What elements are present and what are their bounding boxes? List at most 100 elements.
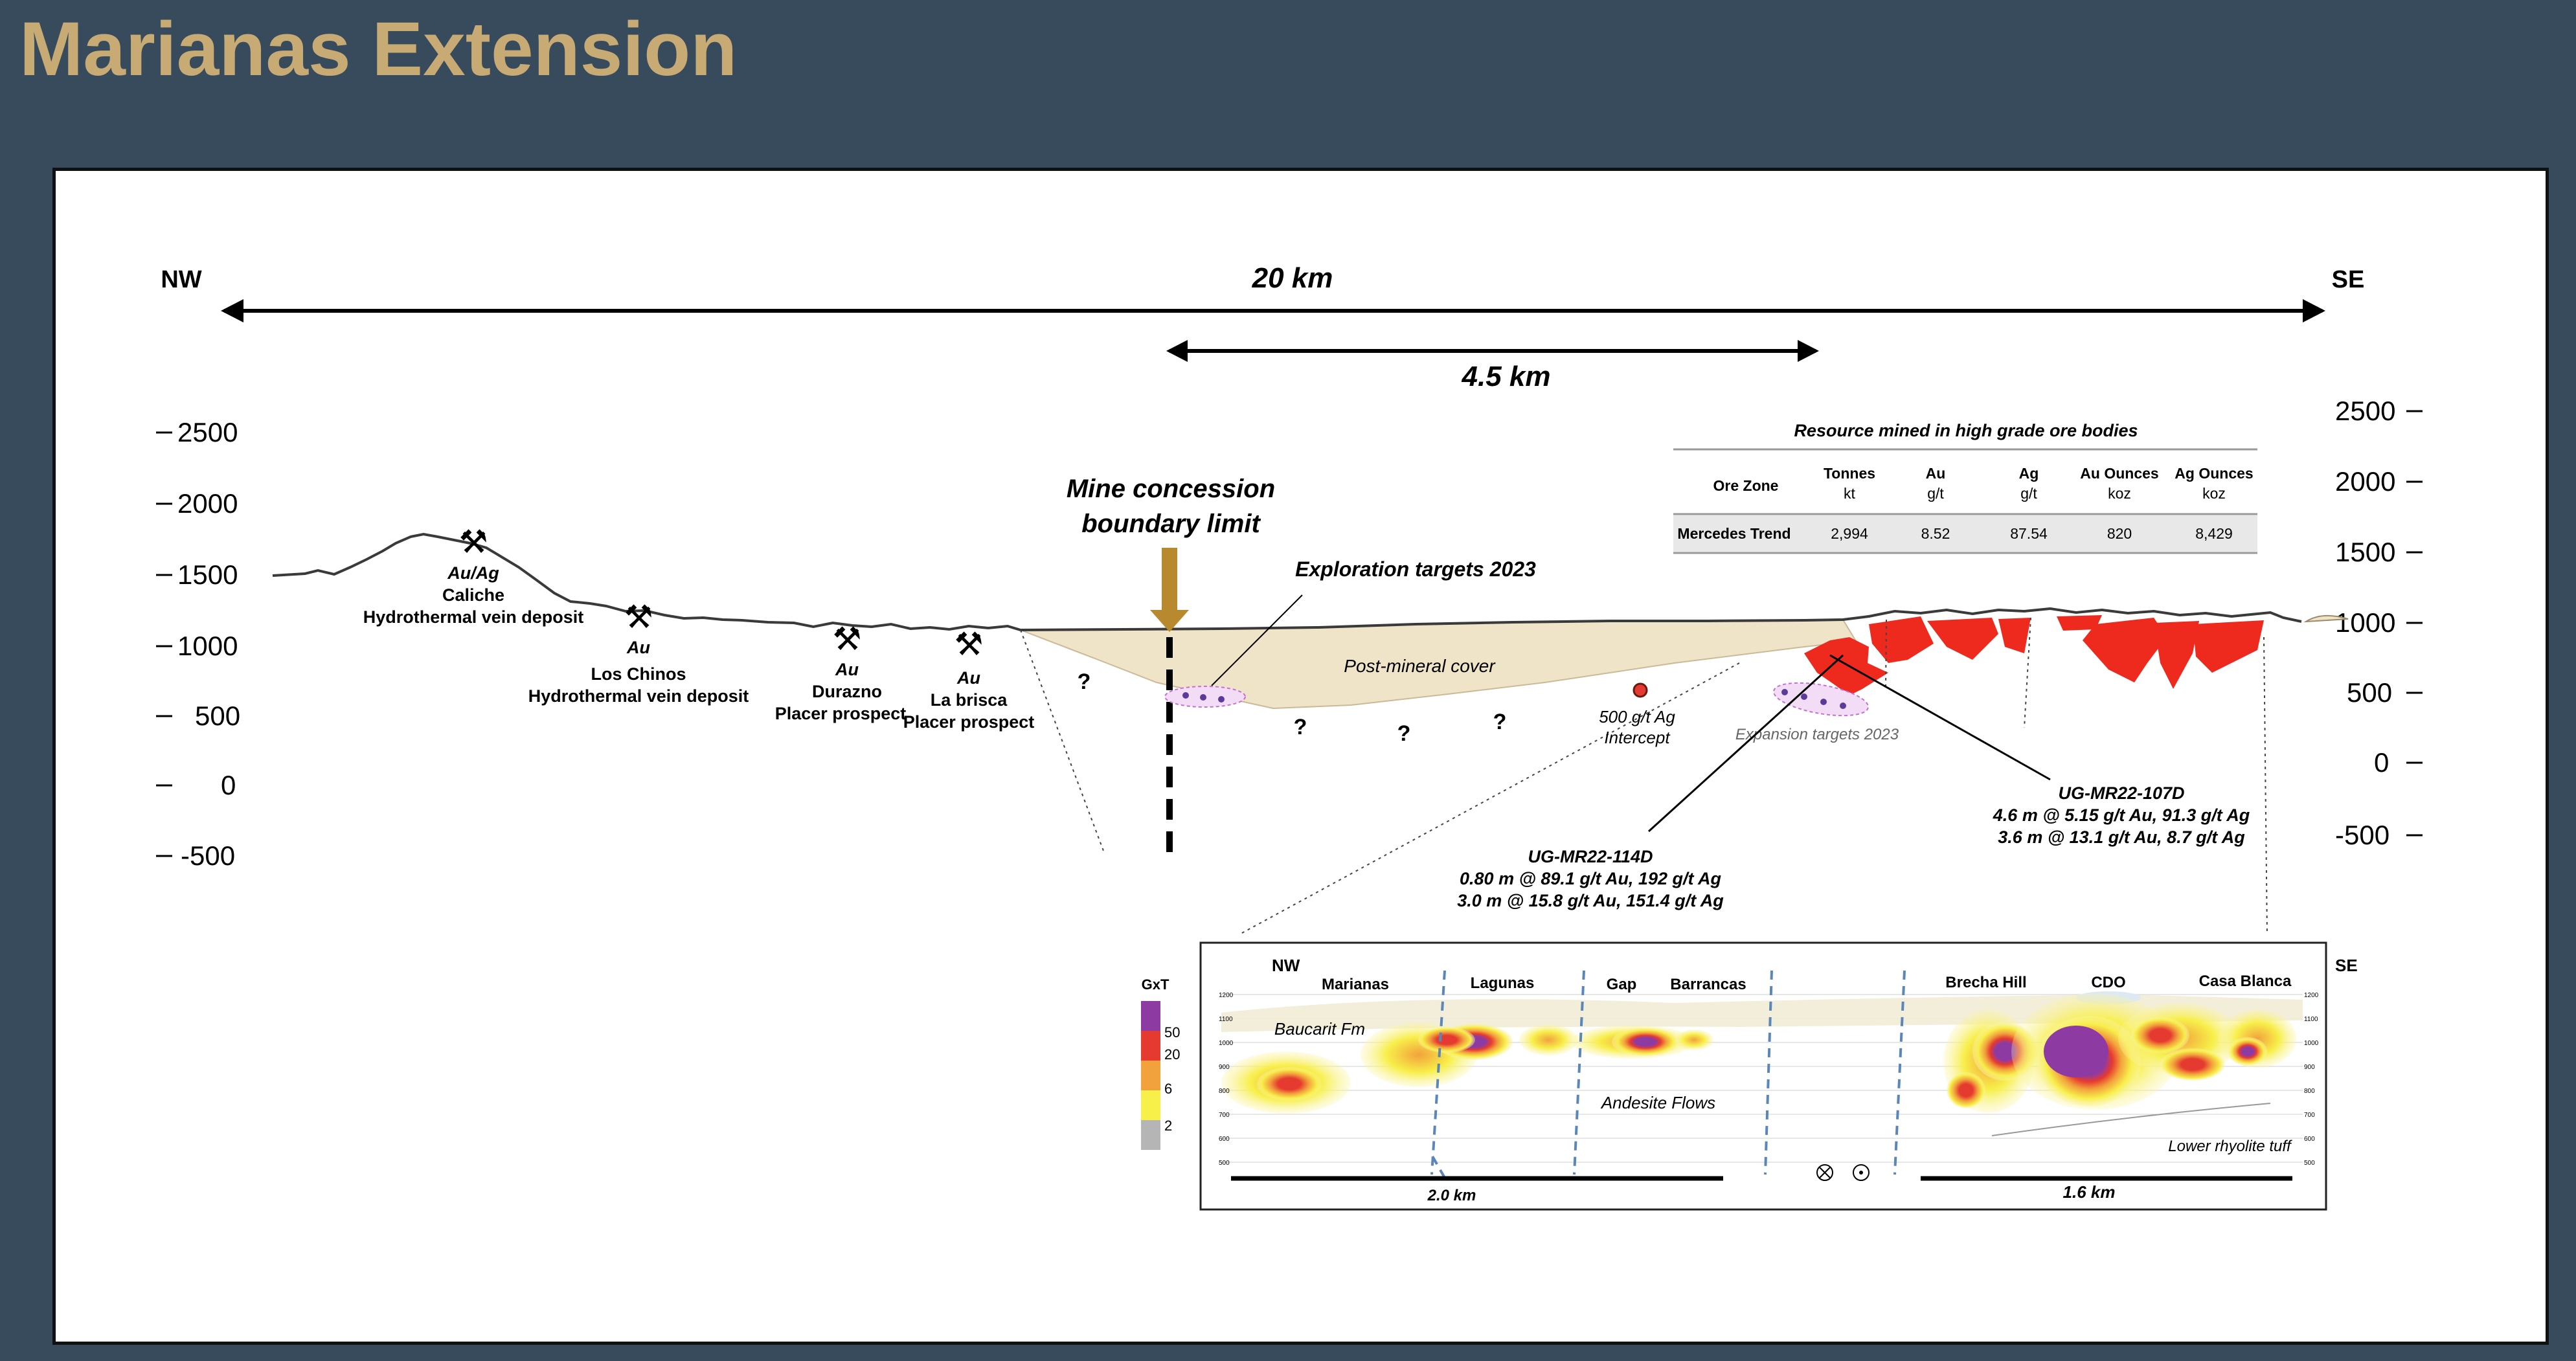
svg-text:Placer prospect: Placer prospect: [775, 704, 907, 723]
elevation-axis-right: 2500 2000 1500 1000 500 0 -500: [2335, 396, 2423, 850]
svg-text:Caliche: Caliche: [442, 585, 504, 605]
inset-elev-ticks-right: 1200 1100 1000 900 800 700 600 500: [2304, 992, 2319, 1167]
elev-left-tick: 2000: [156, 488, 238, 519]
svg-text:3.6 m @ 13.1 g/t Au, 8.7 g/t A: 3.6 m @ 13.1 g/t Au, 8.7 g/t Ag: [1998, 827, 2245, 847]
svg-text:1100: 1100: [2304, 1016, 2318, 1023]
svg-text:1500: 1500: [2335, 537, 2395, 567]
svg-text:Au/Ag: Au/Ag: [447, 563, 499, 583]
svg-text:Au: Au: [626, 638, 650, 657]
surface-sliver: [2303, 614, 2349, 623]
resource-table-caption: Resource mined in high grade ore bodies: [1794, 421, 2138, 440]
svg-text:Au: Au: [1926, 465, 1946, 482]
elev-right-tick: 2000: [2335, 466, 2423, 497]
andesite-label: Andesite Flows: [1600, 1093, 1715, 1112]
ore-body: [1869, 616, 1934, 663]
inset-zone-label: Casa Blanca: [2199, 973, 2292, 990]
grade-contours: [1221, 993, 2296, 1114]
intercept-label-line2: Intercept: [1604, 728, 1671, 747]
svg-text:-500: -500: [2335, 820, 2390, 850]
svg-text:2500: 2500: [177, 417, 238, 447]
ore-body: [2154, 621, 2199, 689]
elev-right-tick: -500: [2335, 820, 2423, 850]
svg-text:kt: kt: [1844, 485, 1856, 502]
prospect-la-brisca: ⚒ Au La brisca Placer prospect: [903, 626, 1035, 732]
nw-label: NW: [161, 266, 201, 293]
exploration-target-ellipse: [1164, 686, 1246, 708]
svg-text:2,994: 2,994: [1831, 525, 1868, 542]
hammer-pick-icon: ⚒: [955, 626, 984, 662]
fault-movement-out-icon: [1853, 1164, 1870, 1181]
svg-text:2000: 2000: [177, 488, 238, 519]
baucarit-label: Baucarit Fm: [1274, 1019, 1365, 1039]
legend-label: 6: [1164, 1081, 1172, 1097]
elev-left-tick: -500: [156, 840, 235, 871]
svg-text:Ag Ounces: Ag Ounces: [2175, 465, 2253, 482]
exploration-targets-label: Exploration targets 2023: [1295, 557, 1536, 581]
question-mark: ?: [1294, 715, 1307, 739]
svg-text:1000: 1000: [2335, 607, 2395, 638]
svg-text:700: 700: [2304, 1112, 2315, 1119]
expansion-targets-label: Expansion targets 2023: [1735, 726, 1899, 743]
intercept-marker: [1633, 682, 1648, 698]
fault-movement-into-icon: [1816, 1164, 1833, 1181]
scale-20km-label: 20 km: [1252, 262, 1333, 294]
svg-text:Hydrothermal vein deposit: Hydrothermal vein deposit: [363, 607, 584, 627]
hammer-pick-icon: ⚒: [459, 524, 488, 560]
expansion-target-ellipse: [1773, 682, 1869, 717]
resource-table: Resource mined in high grade ore bodies …: [1673, 421, 2257, 554]
svg-text:UG-MR22-114D: UG-MR22-114D: [1528, 847, 1653, 866]
drillhole-107d: UG-MR22-107D 4.6 m @ 5.15 g/t Au, 91.3 g…: [1993, 783, 2250, 847]
svg-text:Los Chinos: Los Chinos: [591, 664, 686, 684]
svg-text:Tonnes: Tonnes: [1824, 465, 1875, 482]
inset-zone-label: CDO: [2091, 974, 2125, 991]
drillhole-114d: UG-MR22-114D 0.80 m @ 89.1 g/t Au, 192 g…: [1457, 847, 1724, 910]
svg-text:koz: koz: [2202, 485, 2226, 502]
topographic-profile: [272, 532, 2302, 632]
legend-label: 2: [1164, 1118, 1172, 1134]
legend-swatch: [1141, 1120, 1160, 1150]
elev-left-tick: 2500: [156, 417, 238, 447]
ore-bodies: [1804, 615, 2264, 695]
svg-text:500: 500: [1219, 1160, 1230, 1167]
ore-body: [1927, 618, 1998, 660]
prospect-caliche: ⚒ Au/Ag Caliche Hydrothermal vein deposi…: [363, 524, 584, 627]
legend-label: 50: [1164, 1024, 1180, 1040]
section-guide-lines: [1020, 617, 2268, 936]
prospect-los-chinos: ⚒ Au Los Chinos Hydrothermal vein deposi…: [528, 599, 749, 706]
svg-text:0: 0: [221, 770, 236, 800]
svg-text:Mercedes Trend: Mercedes Trend: [1677, 525, 1791, 542]
elev-right-tick: 0: [2374, 747, 2423, 778]
legend-swatch: [1141, 1001, 1160, 1031]
drillhole-107d-leader: [1829, 654, 2051, 781]
ore-body: [1998, 618, 2031, 653]
unknown-markers: ? ? ? ?: [1078, 669, 1507, 746]
cross-section-panel: NW SE 20 km 4.5 km 2500 2000 1500 1000 5…: [52, 168, 2549, 1345]
svg-text:Ag: Ag: [2019, 465, 2039, 482]
intercept-label-line1: 500 g/t Ag: [1599, 707, 1675, 726]
inset-zone-label: Marianas: [1322, 976, 1389, 993]
inset-zone-label: Brecha Hill: [1945, 974, 2026, 991]
scale-20km: [221, 299, 2325, 322]
elev-left-tick: 0: [156, 770, 236, 800]
question-mark: ?: [1493, 710, 1507, 734]
svg-text:700: 700: [1219, 1112, 1230, 1119]
inset-se-label: SE: [2335, 956, 2358, 975]
svg-text:Durazno: Durazno: [812, 682, 882, 701]
inset-nw-label: NW: [1272, 956, 1300, 975]
svg-text:Au: Au: [835, 660, 859, 679]
svg-text:500: 500: [2304, 1160, 2315, 1167]
svg-text:La brisca: La brisca: [931, 690, 1008, 710]
elev-left-tick: 500: [156, 701, 240, 731]
svg-text:1000: 1000: [1219, 1040, 1234, 1047]
table-header-row: Ore Zone Tonnes kt Au g/t Ag g/t Au Ounc…: [1713, 465, 2254, 502]
elev-left-tick: 1500: [156, 559, 238, 590]
svg-text:Hydrothermal vein deposit: Hydrothermal vein deposit: [528, 686, 749, 706]
question-mark: ?: [1078, 669, 1091, 694]
ore-body: [2057, 615, 2102, 631]
inset-scale-right-label: 1.6 km: [2063, 1182, 2116, 1202]
inset-long-section: NW SE Marianas Lagunas Gap Barrancas Bre…: [1199, 941, 2358, 1211]
inset-scale-left-label: 2.0 km: [1427, 1187, 1476, 1204]
page-title: Marianas Extension: [19, 6, 738, 92]
svg-text:900: 900: [1219, 1064, 1230, 1071]
scale-4-5km: [1166, 340, 1819, 362]
